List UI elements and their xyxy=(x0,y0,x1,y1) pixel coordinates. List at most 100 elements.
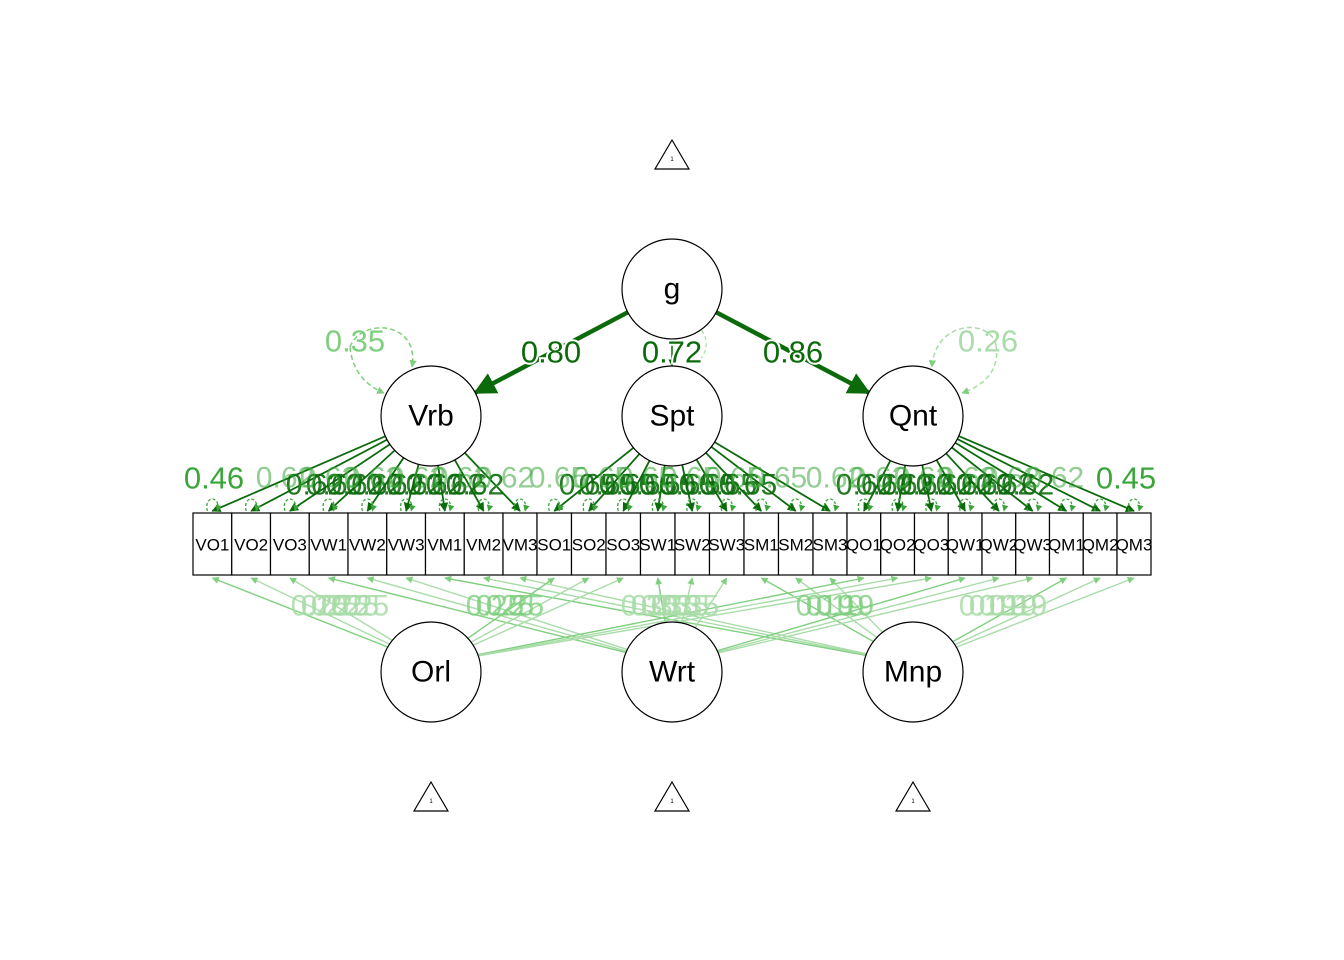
indicator-residual-label: 0.62 xyxy=(938,462,996,495)
method-loading-label-mnp: 0.19 xyxy=(796,590,854,623)
indicator-label: SO1 xyxy=(537,536,571,555)
indicator-label: QO2 xyxy=(880,536,916,555)
residual-label-qnt: 0.26 xyxy=(958,324,1018,359)
indicator-label: VW2 xyxy=(349,536,386,555)
group-loading-label-qnt: 0.62 xyxy=(896,469,954,502)
indicator-residual-label-left: 0.46 xyxy=(184,461,244,496)
method-loading-edge xyxy=(671,576,1000,665)
latent-node-mnp-label: Mnp xyxy=(884,656,942,689)
method-loading-edge xyxy=(430,575,899,665)
method-loading-label-orl: 0.25 xyxy=(311,590,369,623)
group-loading-edge xyxy=(366,457,405,512)
indicator-box xyxy=(1048,512,1084,576)
group-loading-label-spt: 0.65 xyxy=(679,469,737,502)
indicator-label: QM2 xyxy=(1082,536,1119,555)
indicator-residual-label: 0.62 xyxy=(432,462,490,495)
group-loading-edge xyxy=(553,447,634,512)
indicator-residual-arc xyxy=(399,498,416,512)
method-loading-label-mnp: 0.19 xyxy=(989,590,1047,623)
indicator-residual-label: 0.62 xyxy=(1026,462,1084,495)
indicator-residual-arc xyxy=(992,498,1009,512)
intercept-triangle-top-label: 1 xyxy=(670,157,674,163)
method-loading-edge xyxy=(366,576,673,665)
indicator-residual-label: 0.65 xyxy=(617,462,675,495)
group-loading-edge xyxy=(921,464,935,512)
structural-loading-label: 0.72 xyxy=(642,335,702,370)
indicator-residual-arc xyxy=(958,498,975,512)
group-loading-label-qnt: 0.62 xyxy=(956,469,1014,502)
method-loading-label-wrt: 0.35 xyxy=(621,590,679,623)
group-loading-edge xyxy=(250,438,388,512)
group-loading-label-spt: 0.65 xyxy=(639,469,697,502)
indicator-residual-arc xyxy=(651,498,668,512)
indicator-label: VM3 xyxy=(503,536,538,555)
method-loading-edge xyxy=(430,575,865,665)
group-loading-edge xyxy=(956,438,1101,512)
indicator-box xyxy=(231,512,272,576)
method-loading-label-mnp: 0.19 xyxy=(816,590,874,623)
indicator-residual-label: 0.62 xyxy=(256,462,314,495)
group-loading-edge xyxy=(935,459,966,512)
group-loading-label-qnt: 0.62 xyxy=(836,469,894,502)
group-loading-label-vrb: 0.62 xyxy=(286,469,344,502)
indicator-box xyxy=(674,512,711,576)
indicator-residual-arc xyxy=(891,498,908,512)
indicator-label: VM2 xyxy=(466,536,501,555)
structural-edges xyxy=(473,310,871,395)
method-loading-label-orl: 0.25 xyxy=(466,590,524,623)
indicator-residual-arc xyxy=(206,498,222,512)
indicator-label: QM1 xyxy=(1048,536,1085,555)
indicator-label: SW3 xyxy=(708,536,745,555)
indicator-residual-label: 0.62 xyxy=(806,462,864,495)
indicator-label: VW1 xyxy=(310,536,347,555)
indicator-residual-arc xyxy=(1127,498,1144,512)
method-loading-edge xyxy=(671,576,1034,665)
indicator-residual-label: 0.62 xyxy=(388,462,446,495)
latent-node-wrt-label: Wrt xyxy=(649,656,696,689)
intercept-triangle-mnp-label: 1 xyxy=(911,799,915,805)
indicator-label: SM3 xyxy=(813,536,848,555)
indicator-box xyxy=(913,512,949,576)
indicator-label: QW3 xyxy=(1013,536,1052,555)
indicator-residual-arc xyxy=(283,498,300,512)
group-loading-edge xyxy=(211,435,386,512)
indicator-residual-arc xyxy=(617,498,633,512)
group-loading-edge xyxy=(710,446,797,512)
group-loading-label-vrb: 0.62 xyxy=(346,469,404,502)
method-loading-label-mnp: 0.19 xyxy=(959,590,1017,623)
method-loading-label-wrt: 0.35 xyxy=(641,590,699,623)
latent-node-orl xyxy=(380,621,482,723)
group-loading-label-qnt: 0.62 xyxy=(856,469,914,502)
method-loading-label-orl: 0.25 xyxy=(331,590,389,623)
group-loading-label-qnt: 0.62 xyxy=(916,469,974,502)
indicator-boxes: VO1 VO2 VO3 VW1 VW2 VW3 VM1 VM2 VM3 SO1 SO2 SO3 SW1S… xyxy=(192,512,1153,576)
indicator-box xyxy=(1015,512,1051,576)
method-loading-edge xyxy=(430,575,933,665)
intercept-triangle-mnp xyxy=(894,780,932,812)
indicator-box xyxy=(981,512,1017,576)
indicator-box xyxy=(308,512,349,576)
group-loading-label-vrb: 0.62 xyxy=(386,469,444,502)
indicator-label: QW2 xyxy=(980,536,1019,555)
group-loading-edge xyxy=(654,465,666,512)
indicator-label: SM2 xyxy=(778,536,813,555)
indicator-residual-arc xyxy=(720,498,737,512)
group-loading-edge xyxy=(681,464,695,512)
indicator-residual-label: 0.62 xyxy=(300,462,358,495)
group-loading-label-qnt: 0.62 xyxy=(976,469,1034,502)
indicator-box xyxy=(1082,512,1118,576)
indicator-label: QM3 xyxy=(1116,536,1153,555)
group-loading-edge xyxy=(954,441,1068,512)
group-loading-edge xyxy=(454,459,485,512)
latent-node-spt xyxy=(621,365,723,467)
indicator-box xyxy=(269,512,310,576)
intercept-triangle-orl-label: 1 xyxy=(429,799,433,805)
indicator-residual-arc xyxy=(361,498,377,512)
group-loading-edge xyxy=(714,441,831,512)
group-loading-label-qnt: 0.62 xyxy=(996,469,1054,502)
residual-arc-qnt xyxy=(928,326,997,368)
indicator-box xyxy=(386,512,427,576)
method-loading-label-mnp: 0.19 xyxy=(806,590,864,623)
indicator-residual-arc xyxy=(244,498,261,512)
